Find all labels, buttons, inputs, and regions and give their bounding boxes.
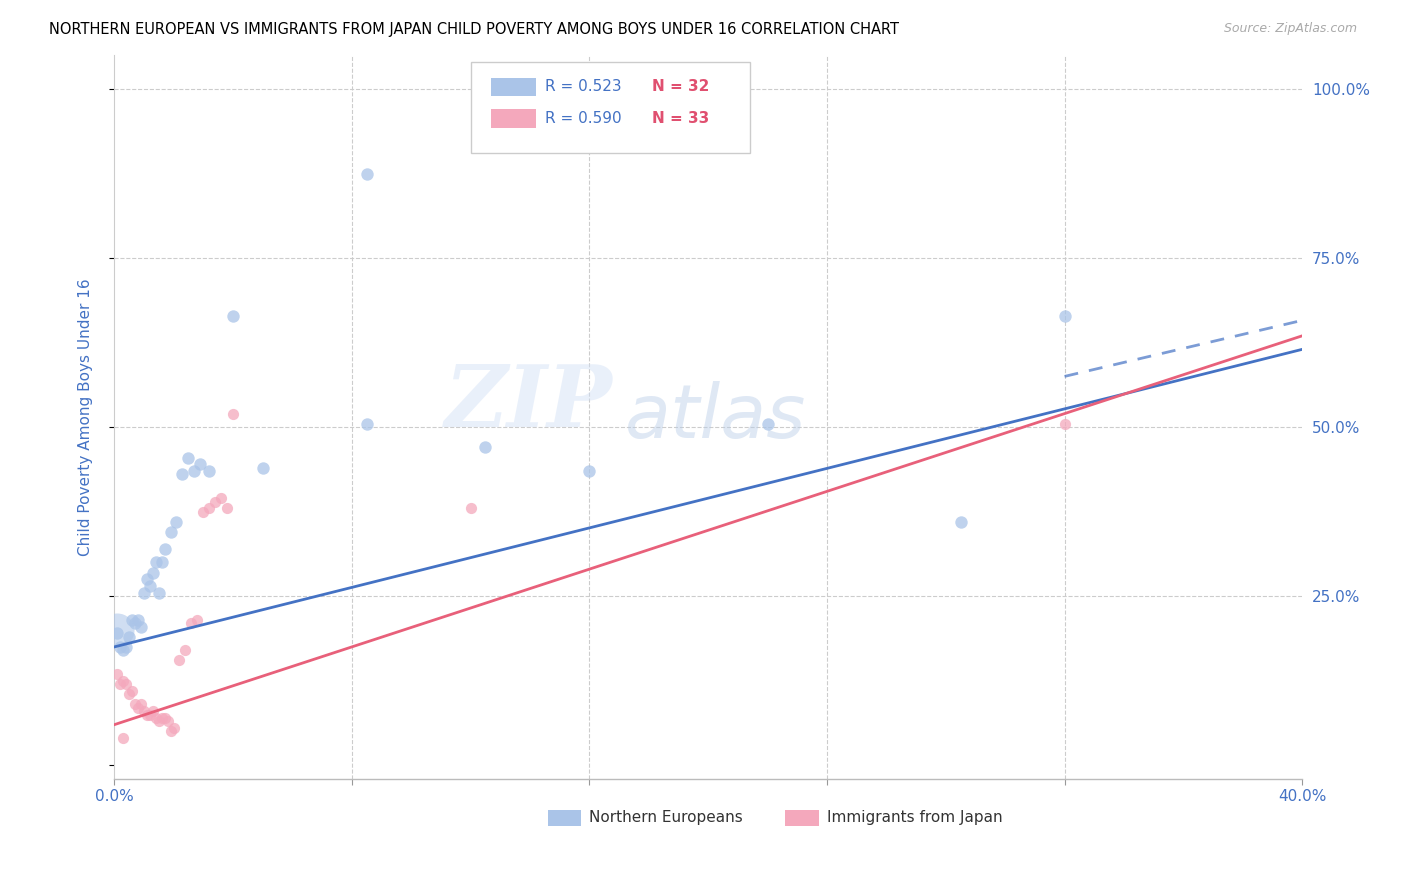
Point xyxy=(474,441,496,455)
Point xyxy=(460,501,482,516)
Point xyxy=(174,643,197,657)
Point xyxy=(115,677,138,691)
Point xyxy=(186,613,208,627)
Point xyxy=(150,555,173,569)
Point xyxy=(105,667,128,681)
FancyBboxPatch shape xyxy=(471,62,749,153)
Point xyxy=(124,616,146,631)
Text: Source: ZipAtlas.com: Source: ZipAtlas.com xyxy=(1223,22,1357,36)
Text: R = 0.523: R = 0.523 xyxy=(546,79,621,95)
Point xyxy=(108,677,131,691)
Point xyxy=(145,711,167,725)
Text: Northern Europeans: Northern Europeans xyxy=(589,811,744,825)
Point xyxy=(153,711,176,725)
Point xyxy=(209,491,232,505)
Point xyxy=(204,494,226,508)
Point xyxy=(183,464,205,478)
Point xyxy=(252,460,274,475)
Bar xyxy=(786,810,818,826)
Point xyxy=(756,417,779,431)
Point xyxy=(132,704,155,718)
Point xyxy=(198,464,221,478)
Point xyxy=(127,613,149,627)
Bar xyxy=(548,810,581,826)
Y-axis label: Child Poverty Among Boys Under 16: Child Poverty Among Boys Under 16 xyxy=(79,278,93,556)
Point xyxy=(153,541,176,556)
Point xyxy=(177,450,200,465)
Point xyxy=(1053,309,1076,323)
Text: N = 33: N = 33 xyxy=(652,111,710,126)
Point xyxy=(105,626,128,640)
Point xyxy=(198,501,221,516)
Point xyxy=(111,731,134,746)
Text: N = 32: N = 32 xyxy=(652,79,710,95)
Bar xyxy=(491,109,536,128)
Point xyxy=(127,701,149,715)
Point xyxy=(188,458,211,472)
Text: ZIP: ZIP xyxy=(446,360,613,444)
Point xyxy=(578,464,600,478)
Point xyxy=(222,309,245,323)
Point xyxy=(105,623,128,637)
Point xyxy=(166,515,188,529)
Point xyxy=(118,687,141,701)
Text: atlas: atlas xyxy=(626,381,807,453)
Point xyxy=(135,572,157,586)
Point xyxy=(159,724,181,739)
Point xyxy=(135,707,157,722)
Point xyxy=(150,711,173,725)
Point xyxy=(1053,417,1076,431)
Point xyxy=(145,555,167,569)
Text: NORTHERN EUROPEAN VS IMMIGRANTS FROM JAPAN CHILD POVERTY AMONG BOYS UNDER 16 COR: NORTHERN EUROPEAN VS IMMIGRANTS FROM JAP… xyxy=(49,22,900,37)
Point xyxy=(132,586,155,600)
Point xyxy=(215,501,238,516)
Point xyxy=(148,714,170,729)
Point xyxy=(193,505,215,519)
Point xyxy=(111,673,134,688)
Point xyxy=(356,417,378,431)
Point xyxy=(142,566,165,580)
Point xyxy=(949,515,972,529)
Point xyxy=(115,640,138,654)
Bar xyxy=(491,78,536,96)
Point xyxy=(118,630,141,644)
Point xyxy=(124,698,146,712)
Point xyxy=(111,643,134,657)
Point xyxy=(129,620,152,634)
Point xyxy=(142,704,165,718)
Point xyxy=(139,579,162,593)
Point xyxy=(169,653,191,667)
Point xyxy=(139,707,162,722)
Point xyxy=(148,586,170,600)
Point xyxy=(121,684,143,698)
Point xyxy=(172,467,194,482)
Text: R = 0.590: R = 0.590 xyxy=(546,111,621,126)
Text: Immigrants from Japan: Immigrants from Japan xyxy=(827,811,1002,825)
Point xyxy=(162,721,184,735)
Point xyxy=(108,640,131,654)
Point xyxy=(121,613,143,627)
Point xyxy=(159,524,181,539)
Point xyxy=(156,714,179,729)
Point xyxy=(356,167,378,181)
Point xyxy=(129,698,152,712)
Point xyxy=(180,616,202,631)
Point xyxy=(222,407,245,421)
